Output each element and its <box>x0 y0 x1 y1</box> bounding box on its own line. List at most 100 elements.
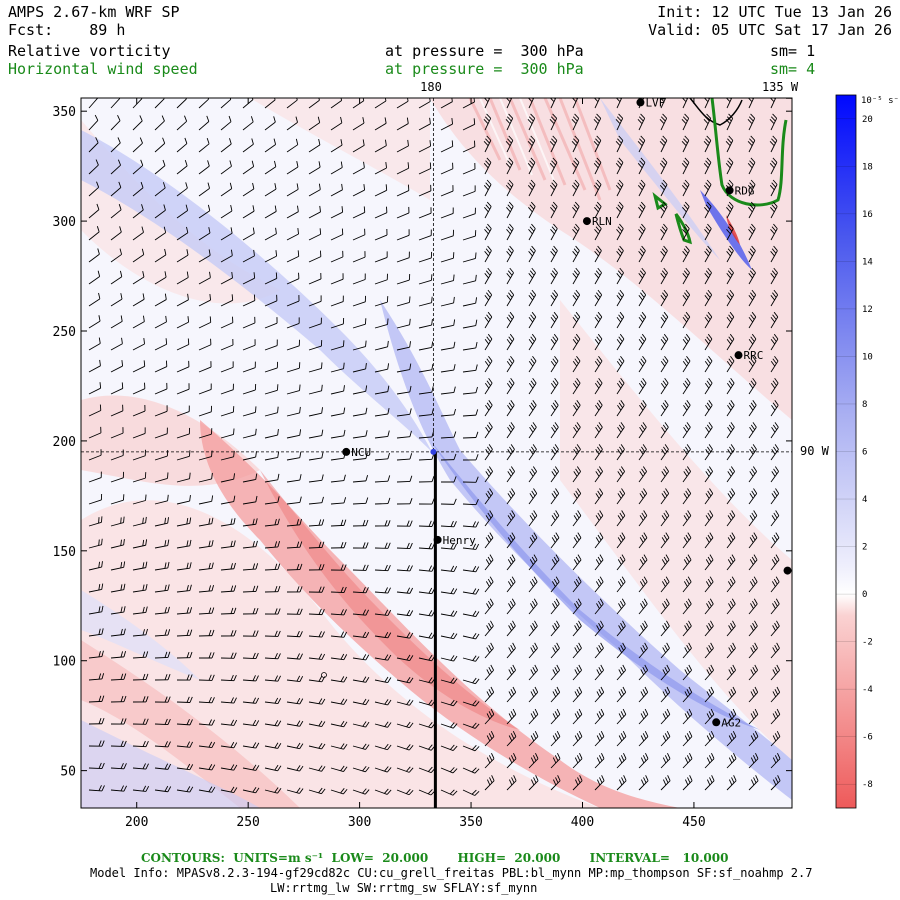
wind-barb <box>462 162 476 175</box>
wind-barb <box>110 471 125 483</box>
wind-barb <box>506 642 516 659</box>
wind-barb <box>549 157 558 175</box>
wind-barb <box>440 274 455 285</box>
wind-barb <box>726 620 736 637</box>
wind-barb <box>704 510 714 527</box>
wind-barb <box>242 652 259 660</box>
wind-barb <box>308 787 326 795</box>
wind-barb <box>110 137 121 153</box>
forecast-label: Fcst: 89 h <box>8 21 125 39</box>
wind-barb <box>483 157 492 175</box>
wind-barb <box>638 444 647 461</box>
wind-barb <box>374 318 389 329</box>
wind-barb <box>352 654 370 661</box>
wind-barb <box>726 333 735 351</box>
wind-barb <box>242 473 258 483</box>
wind-barb <box>440 476 457 483</box>
wind-barb <box>440 162 454 175</box>
wind-barb <box>505 179 514 197</box>
station-henry: Henry <box>433 534 476 547</box>
wind-barb <box>704 775 715 791</box>
wind-barb <box>352 161 365 175</box>
wind-barb <box>506 532 516 549</box>
wind-barb <box>176 495 191 505</box>
wind-barb <box>440 252 455 263</box>
wind-barb <box>308 743 326 750</box>
wind-barb <box>550 532 560 549</box>
wind-barb <box>286 272 300 285</box>
plot-frame <box>80 97 793 809</box>
wind-barb <box>726 400 735 417</box>
wind-barb <box>770 642 780 659</box>
wind-barb <box>418 184 432 197</box>
wind-barb <box>308 407 323 417</box>
wind-barb <box>659 179 668 197</box>
wind-barb <box>660 333 669 351</box>
wind-barb <box>770 708 781 725</box>
wind-barb <box>506 576 516 593</box>
wind-barb <box>352 542 369 549</box>
wind-barb <box>198 584 215 593</box>
wind-barb <box>286 518 302 527</box>
wind-barb <box>264 496 280 505</box>
wind-barb <box>352 98 365 109</box>
wind-barb <box>594 355 603 373</box>
wind-barb <box>770 400 779 417</box>
wind-barb <box>484 355 493 373</box>
wind-barb <box>352 765 370 773</box>
wind-barb <box>330 519 347 527</box>
wind-barb <box>593 113 602 131</box>
wind-barb <box>396 408 412 417</box>
wind-barb <box>726 664 736 681</box>
wind-barb <box>418 341 434 351</box>
wind-barb <box>418 363 434 373</box>
wind-barb <box>594 664 604 681</box>
wind-barb <box>154 651 171 659</box>
init-time: Init: 12 UTC Tue 13 Jan 26 <box>657 3 892 21</box>
wind-barb <box>264 272 278 285</box>
wind-barb <box>198 472 213 483</box>
wind-barb <box>770 355 779 373</box>
wind-barb <box>440 498 457 505</box>
wind-barb <box>659 113 668 131</box>
wind-barb <box>704 422 713 439</box>
wind-barb <box>682 753 693 769</box>
wind-barb <box>682 664 692 681</box>
wind-barb <box>220 383 234 395</box>
wind-barb <box>506 466 515 483</box>
wind-barb <box>462 476 479 483</box>
wind-barb <box>462 722 480 729</box>
wind-barb <box>88 181 100 197</box>
wind-barb <box>220 540 236 549</box>
wind-barb <box>396 587 414 594</box>
wind-barb <box>594 311 603 329</box>
wind-barb <box>550 355 559 373</box>
wind-barb <box>132 427 146 439</box>
x-tick-label: 250 <box>236 815 259 830</box>
wind-barb <box>660 422 669 439</box>
wind-barb <box>484 510 494 527</box>
wind-barb <box>747 179 756 197</box>
wind-barb <box>176 137 188 153</box>
wind-barb <box>462 677 480 685</box>
wind-barb <box>132 137 143 153</box>
wind-barb <box>769 179 778 197</box>
field1-level: at pressure = 300 hPa <box>385 42 584 60</box>
wind-barb <box>198 786 216 793</box>
wind-barb <box>462 565 480 573</box>
wind-barb <box>638 686 649 703</box>
wind-barb <box>176 427 191 439</box>
wind-barb <box>88 359 101 373</box>
wind-barb <box>396 206 410 219</box>
wind-barb <box>506 422 515 439</box>
wind-barb <box>638 289 647 307</box>
wind-barb <box>352 340 367 351</box>
wind-barb <box>154 315 167 329</box>
wind-barb <box>704 355 713 373</box>
wind-barb <box>418 162 432 175</box>
wind-barb <box>264 541 281 549</box>
wind-barb <box>572 510 582 527</box>
wind-barb <box>770 488 780 505</box>
wind-barb <box>660 708 671 725</box>
wind-barb <box>396 453 413 461</box>
